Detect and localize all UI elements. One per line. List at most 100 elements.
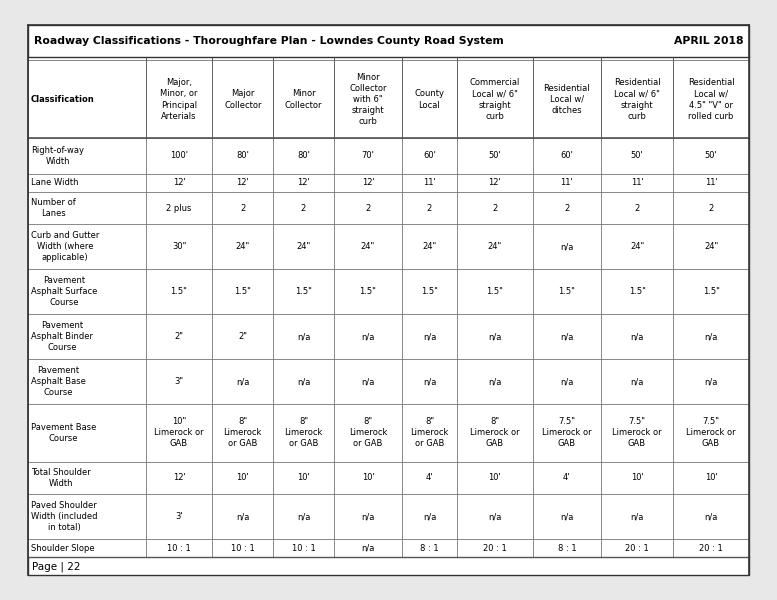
Text: 10': 10' [705, 473, 717, 482]
Bar [457, 494, 533, 539]
Bar [457, 539, 533, 557]
Text: 10 : 1: 10 : 1 [291, 544, 315, 553]
Bar [601, 138, 673, 174]
Bar [457, 359, 533, 404]
Text: Paved Shoulder
Width (included
in total): Paved Shoulder Width (included in total) [31, 501, 97, 532]
Text: 10': 10' [631, 473, 643, 482]
Text: 11': 11' [423, 178, 436, 187]
Bar [334, 314, 402, 359]
Bar [673, 192, 749, 224]
Text: 4': 4' [426, 473, 434, 482]
Bar [28, 539, 145, 557]
Text: 11': 11' [560, 178, 573, 187]
Text: n/a: n/a [488, 377, 501, 386]
Bar [533, 57, 601, 138]
Text: Pavement
Asphalt Surface
Course: Pavement Asphalt Surface Course [31, 276, 97, 307]
Bar [673, 314, 749, 359]
Bar [274, 461, 334, 494]
Bar [274, 269, 334, 314]
Bar [274, 138, 334, 174]
Bar [28, 314, 145, 359]
Bar [212, 174, 274, 192]
Text: 80': 80' [236, 151, 249, 160]
Text: Minor
Collector: Minor Collector [284, 89, 322, 110]
Text: 4': 4' [563, 473, 570, 482]
Bar [28, 224, 145, 269]
Bar [212, 359, 274, 404]
Bar [334, 138, 402, 174]
Bar [145, 138, 212, 174]
Text: Curb and Gutter
Width (where
applicable): Curb and Gutter Width (where applicable) [31, 231, 99, 262]
Text: n/a: n/a [560, 377, 573, 386]
Bar [601, 314, 673, 359]
Text: 8 : 1: 8 : 1 [558, 544, 577, 553]
Text: 24": 24" [630, 242, 644, 251]
Text: Pavement
Asphalt Binder
Course: Pavement Asphalt Binder Course [31, 321, 93, 352]
Bar [533, 494, 601, 539]
Bar [533, 539, 601, 557]
Bar [145, 404, 212, 461]
Bar [533, 192, 601, 224]
Bar [533, 174, 601, 192]
Bar [28, 138, 145, 174]
Bar [212, 192, 274, 224]
Bar [601, 461, 673, 494]
Text: 11': 11' [705, 178, 717, 187]
Bar [601, 404, 673, 461]
Text: 10': 10' [297, 473, 310, 482]
Text: 8"
Limerock or
GAB: 8" Limerock or GAB [470, 417, 520, 448]
Text: 2: 2 [240, 203, 246, 212]
Text: 2: 2 [301, 203, 306, 212]
Bar [212, 224, 274, 269]
Text: n/a: n/a [361, 544, 375, 553]
Bar [274, 404, 334, 461]
Text: 2: 2 [709, 203, 714, 212]
Text: n/a: n/a [630, 512, 643, 521]
Text: 100': 100' [170, 151, 188, 160]
Text: n/a: n/a [423, 332, 436, 341]
Text: 12': 12' [489, 178, 501, 187]
Bar [601, 539, 673, 557]
Bar [402, 192, 457, 224]
Bar [402, 314, 457, 359]
Bar [402, 404, 457, 461]
Text: 20 : 1: 20 : 1 [483, 544, 507, 553]
Text: n/a: n/a [297, 332, 310, 341]
Text: 8"
Limerock
or GAB: 8" Limerock or GAB [349, 417, 387, 448]
Bar [673, 359, 749, 404]
Text: n/a: n/a [423, 512, 436, 521]
Text: 24": 24" [235, 242, 250, 251]
Bar [673, 461, 749, 494]
Text: 7.5"
Limerock or
GAB: 7.5" Limerock or GAB [686, 417, 736, 448]
Text: 10': 10' [489, 473, 501, 482]
Text: Number of
Lanes: Number of Lanes [31, 198, 75, 218]
Bar [673, 57, 749, 138]
Text: n/a: n/a [236, 512, 249, 521]
Text: 24": 24" [296, 242, 311, 251]
Bar [212, 269, 274, 314]
Bar [402, 224, 457, 269]
Bar [457, 57, 533, 138]
Bar [212, 494, 274, 539]
Bar [28, 404, 145, 461]
Bar [334, 174, 402, 192]
Text: Major
Collector: Major Collector [224, 89, 262, 110]
Bar [601, 494, 673, 539]
Bar [274, 174, 334, 192]
Text: 2: 2 [427, 203, 432, 212]
Bar [212, 314, 274, 359]
Text: 8"
Limerock
or GAB: 8" Limerock or GAB [284, 417, 322, 448]
Text: 50': 50' [489, 151, 501, 160]
Bar [673, 174, 749, 192]
Text: 2: 2 [365, 203, 371, 212]
Bar [673, 138, 749, 174]
Bar [402, 494, 457, 539]
Bar [533, 359, 601, 404]
Bar [673, 494, 749, 539]
Text: 50': 50' [705, 151, 717, 160]
Text: 30": 30" [172, 242, 186, 251]
Bar [145, 494, 212, 539]
Text: n/a: n/a [560, 332, 573, 341]
Bar [145, 539, 212, 557]
Text: n/a: n/a [236, 377, 249, 386]
